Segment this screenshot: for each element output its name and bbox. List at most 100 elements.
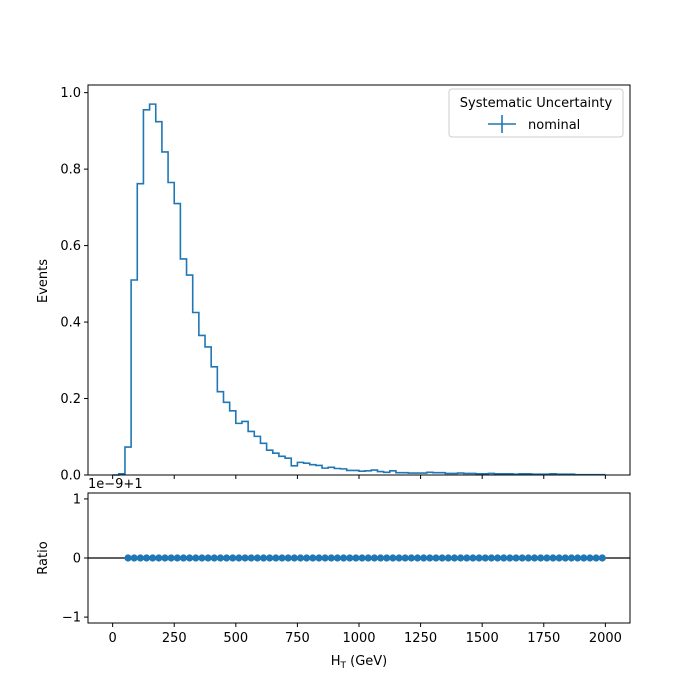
ratio-point xyxy=(383,554,391,562)
ratio-point xyxy=(524,554,532,562)
main-histogram-panel: 0.0 0.2 0.4 0.6 0.8 1.0 Events Systematic Unc… xyxy=(36,84,631,484)
ratio-point xyxy=(173,554,181,562)
ratio-point xyxy=(266,554,274,562)
ratio-point xyxy=(136,554,144,562)
ratio-panel: −1 0 1 0 250 500 750 1000 1250 1500 1750 2000 1e−9… xyxy=(36,477,631,671)
ratio-point xyxy=(407,554,415,562)
ratio-point xyxy=(216,554,225,562)
ratio-point xyxy=(450,554,459,562)
ratio-point xyxy=(518,554,526,562)
ratio-point xyxy=(543,554,551,562)
ratio-y-tick-label: −1 xyxy=(62,611,81,626)
ratio-point xyxy=(333,554,342,562)
ratio-point xyxy=(210,554,218,562)
ratio-y-tick-label: 0 xyxy=(73,552,81,567)
ratio-plot-frame xyxy=(87,492,631,624)
ratio-x-tick-label: 1000 xyxy=(342,631,375,646)
ratio-y-axis-label: Ratio xyxy=(36,541,51,574)
ratio-point xyxy=(487,554,496,562)
ratio-x-tick-label: 0 xyxy=(108,631,116,646)
ratio-point xyxy=(364,554,372,562)
top-y-tick-label: 1.0 xyxy=(60,86,81,101)
legend: Systematic Uncertainty nominal xyxy=(448,88,624,138)
ratio-x-tick-label: 750 xyxy=(285,631,310,646)
ratio-point xyxy=(463,554,471,562)
top-y-axis-label: Events xyxy=(36,259,51,303)
ratio-point xyxy=(321,554,329,562)
ratio-point xyxy=(481,554,489,562)
ratio-point xyxy=(413,554,422,562)
ratio-y-ticks: −1 0 1 xyxy=(62,492,88,626)
ratio-point xyxy=(315,554,323,562)
ratio-point xyxy=(253,554,261,562)
ratio-point xyxy=(580,554,588,562)
legend-entry-nominal: nominal xyxy=(528,118,580,133)
ratio-point xyxy=(420,554,428,562)
ratio-point xyxy=(438,554,446,562)
ratio-offset-label: 1e−9+1 xyxy=(88,477,143,492)
ratio-x-tick-label: 1500 xyxy=(466,631,499,646)
legend-title: Systematic Uncertainty xyxy=(460,96,613,111)
ratio-point xyxy=(555,554,563,562)
ratio-point xyxy=(340,554,348,562)
ratio-x-tick-label: 250 xyxy=(162,631,187,646)
ratio-point xyxy=(493,554,502,562)
ratio-point xyxy=(296,554,305,562)
ratio-point xyxy=(457,554,465,562)
ratio-point xyxy=(352,554,360,562)
ratio-point xyxy=(155,554,163,562)
ratio-point xyxy=(567,554,576,562)
ratio-y-tick-label: 1 xyxy=(73,492,81,507)
ratio-point xyxy=(327,554,335,562)
ratio-point xyxy=(130,554,138,562)
top-y-tick-label: 0.6 xyxy=(60,239,81,254)
ratio-points xyxy=(124,554,606,562)
ratio-x-tick-label: 1250 xyxy=(404,631,437,646)
ratio-point xyxy=(506,554,514,562)
ratio-point xyxy=(389,554,397,562)
ratio-point xyxy=(272,554,280,562)
ratio-point xyxy=(303,554,311,562)
top-y-tick-label: 0.8 xyxy=(60,163,81,178)
ratio-point xyxy=(432,554,440,562)
ratio-point xyxy=(358,554,366,562)
x-axis-label: HT (GeV) xyxy=(331,654,388,671)
ratio-point xyxy=(259,554,268,562)
ratio-point xyxy=(530,554,539,562)
ratio-point xyxy=(444,554,452,562)
ratio-point xyxy=(124,554,132,562)
legend-box xyxy=(448,88,624,138)
ratio-point xyxy=(376,554,385,562)
ratio-point xyxy=(395,554,403,562)
ratio-point xyxy=(475,554,483,562)
ratio-x-tick-label: 500 xyxy=(223,631,248,646)
ratio-point xyxy=(426,554,434,562)
ratio-point xyxy=(235,554,243,562)
ratio-point xyxy=(401,554,409,562)
top-y-tick-label: 0.2 xyxy=(60,392,81,407)
legend-marker-nominal xyxy=(488,115,516,133)
ratio-point xyxy=(512,554,520,562)
ratio-point xyxy=(346,554,354,562)
ratio-point xyxy=(290,554,298,562)
ratio-point xyxy=(561,554,569,562)
top-y-tick-label: 0.0 xyxy=(60,469,81,484)
ratio-point xyxy=(186,554,194,562)
ratio-point xyxy=(229,554,237,562)
ratio-point xyxy=(198,554,206,562)
ratio-point xyxy=(537,554,545,562)
ratio-point xyxy=(247,554,255,562)
ratio-x-tick-label: 1750 xyxy=(527,631,560,646)
top-plot-frame xyxy=(87,84,631,476)
top-y-tick-label: 0.4 xyxy=(60,316,81,331)
ratio-point xyxy=(204,554,212,562)
ratio-point xyxy=(586,554,594,562)
ratio-point xyxy=(598,554,606,562)
ratio-point xyxy=(370,554,378,562)
ratio-point xyxy=(592,554,600,562)
ratio-x-tick-label: 2000 xyxy=(589,631,622,646)
ratio-x-ticks: 0 250 500 750 1000 1250 1500 1750 2000 xyxy=(108,623,622,646)
ratio-point xyxy=(161,554,169,562)
ratio-point xyxy=(500,554,508,562)
